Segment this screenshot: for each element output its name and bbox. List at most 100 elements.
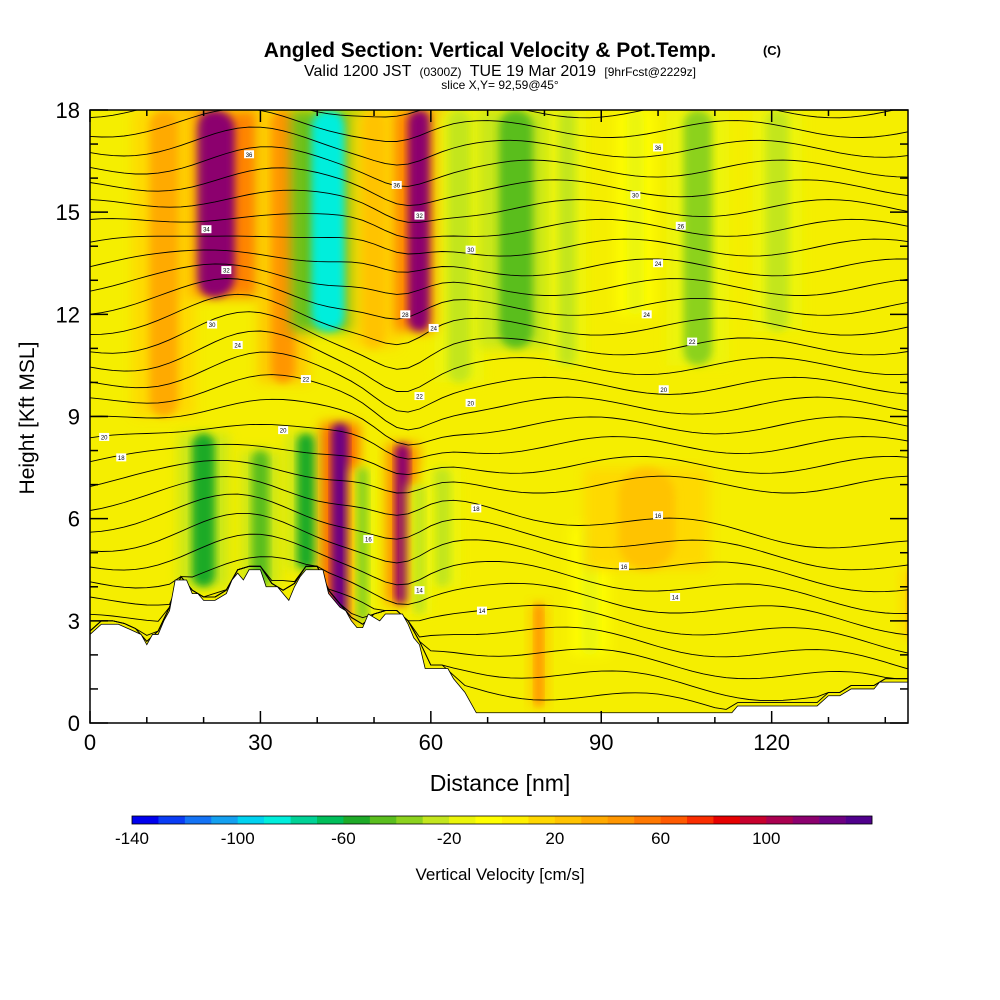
contour-label-text: 24 — [643, 313, 650, 319]
colorbar-tick-label: 60 — [651, 829, 670, 848]
potential-temperature-contours — [90, 110, 908, 710]
contour-label-text: 14 — [416, 589, 423, 595]
y-tick-label: 9 — [68, 405, 80, 430]
contour-label-box — [232, 340, 243, 349]
theta-contour-line — [90, 374, 908, 431]
velocity-column — [413, 484, 426, 615]
colorbar-swatch — [264, 816, 291, 824]
contour-label-text: 30 — [632, 194, 639, 200]
contour-label-box — [653, 143, 664, 152]
contour-label-box — [414, 211, 425, 220]
theta-contour-line — [90, 556, 908, 636]
contour-label-box — [116, 453, 127, 462]
theta-contour-line — [90, 189, 908, 223]
colorbar-swatch — [819, 816, 846, 824]
theta-contour-label: 20 — [465, 398, 476, 407]
velocity-column — [534, 603, 544, 706]
contour-label-text: 36 — [655, 146, 662, 152]
colorbar-swatch — [132, 816, 159, 824]
velocity-column — [765, 110, 789, 332]
theta-contour-line — [90, 293, 908, 346]
contour-label-box — [244, 150, 255, 159]
theta-contour-line — [90, 311, 908, 370]
subtitle-forecast: [9hrFcst@2229z] — [604, 65, 696, 79]
colorbar-swatch — [396, 816, 424, 824]
theta-contour-label: 18 — [116, 453, 127, 462]
velocity-column — [356, 467, 369, 621]
colorbar-frame — [131, 815, 873, 825]
x-axis: 0 30 60 90 120 — [84, 110, 887, 755]
chart-title-tag: (C) — [763, 43, 781, 58]
velocity-column — [311, 110, 346, 332]
theta-contour-label: 36 — [653, 143, 664, 152]
colorbar-tick-label: 100 — [752, 829, 780, 848]
theta-contour-label: 22 — [300, 375, 311, 384]
theta-contour-line — [90, 423, 908, 460]
velocity-column — [433, 467, 451, 587]
colorbar-swatch — [184, 816, 212, 824]
contour-label-box — [221, 266, 232, 275]
theta-contour-line — [90, 565, 908, 670]
y-tick-label: 3 — [68, 609, 80, 634]
colorbar-swatch — [766, 816, 794, 824]
colorbar-swatch — [634, 816, 661, 824]
theta-contour-line — [90, 126, 908, 166]
velocity-column — [499, 110, 534, 349]
theta-contour-label: 14 — [414, 586, 425, 595]
slice-label: slice X,Y= 92,59@45° — [441, 78, 559, 92]
velocity-column — [297, 433, 315, 570]
theta-contour-label: 32 — [414, 211, 425, 220]
x-tick-label: 60 — [419, 730, 443, 755]
contour-label-text: 22 — [416, 395, 423, 401]
colorbar-swatch — [475, 816, 503, 824]
velocity-column — [558, 110, 576, 366]
theta-contour-line — [90, 235, 908, 257]
contour-label-text: 16 — [655, 514, 662, 520]
contour-label-box — [465, 245, 476, 254]
contour-label-box — [630, 191, 641, 200]
theta-contour-line — [90, 110, 908, 142]
theta-contour-label: 16 — [618, 562, 629, 571]
theta-contour-line — [90, 459, 908, 494]
y-tick-label: 0 — [68, 711, 80, 736]
theta-contour-label: 16 — [653, 511, 664, 520]
contour-labels: 36 36 36 30 34 32 30 26 24 32 28 24 30 24 22 24 22 22 20 20… — [99, 143, 698, 615]
colorbar-swatch — [422, 816, 450, 824]
theta-contour-label: 24 — [653, 259, 664, 268]
contour-label-box — [278, 426, 289, 435]
theta-contour-label: 22 — [687, 337, 698, 346]
plot-area: 36 36 36 30 34 32 30 26 24 32 28 24 30 24 22 24 22 22 20 20… — [90, 110, 919, 723]
contour-label-text: 20 — [280, 429, 287, 435]
contour-label-text: 16 — [365, 538, 372, 544]
theta-contour-line — [90, 263, 908, 296]
theta-contour-line — [90, 476, 908, 549]
theta-contour-line — [90, 398, 908, 446]
contour-label-text: 30 — [467, 248, 474, 254]
velocity-column — [908, 570, 919, 638]
subtitle-date: TUE 19 Mar 2019 — [470, 63, 596, 80]
theta-contour-label: 28 — [400, 310, 411, 319]
colorbar-tick-label: -140 — [115, 829, 149, 848]
contour-label-text: 24 — [655, 262, 662, 268]
chart-title: Angled Section: Vertical Velocity & Pot.… — [264, 39, 716, 62]
colorbar: -140 -100 -60 -20 20 60 100 — [115, 815, 873, 848]
theta-contour-label: 20 — [658, 385, 669, 394]
theta-contour-label: 30 — [465, 245, 476, 254]
contour-label-box — [363, 535, 374, 544]
contour-label-text: 14 — [672, 595, 679, 601]
theta-contour-line — [90, 249, 908, 277]
y-tick-label: 12 — [56, 302, 80, 327]
theta-contour-label: 24 — [428, 323, 439, 332]
theta-contour-label: 24 — [232, 340, 243, 349]
contour-label-box — [428, 323, 439, 332]
velocity-column — [331, 423, 349, 621]
contour-label-box — [653, 511, 664, 520]
contour-label-text: 14 — [479, 609, 486, 615]
contour-label-box — [653, 259, 664, 268]
theta-contour-label: 30 — [630, 191, 641, 200]
colorbar-swatch — [237, 816, 265, 824]
contour-label-text: 22 — [303, 378, 310, 384]
velocity-column-halo — [901, 569, 908, 638]
